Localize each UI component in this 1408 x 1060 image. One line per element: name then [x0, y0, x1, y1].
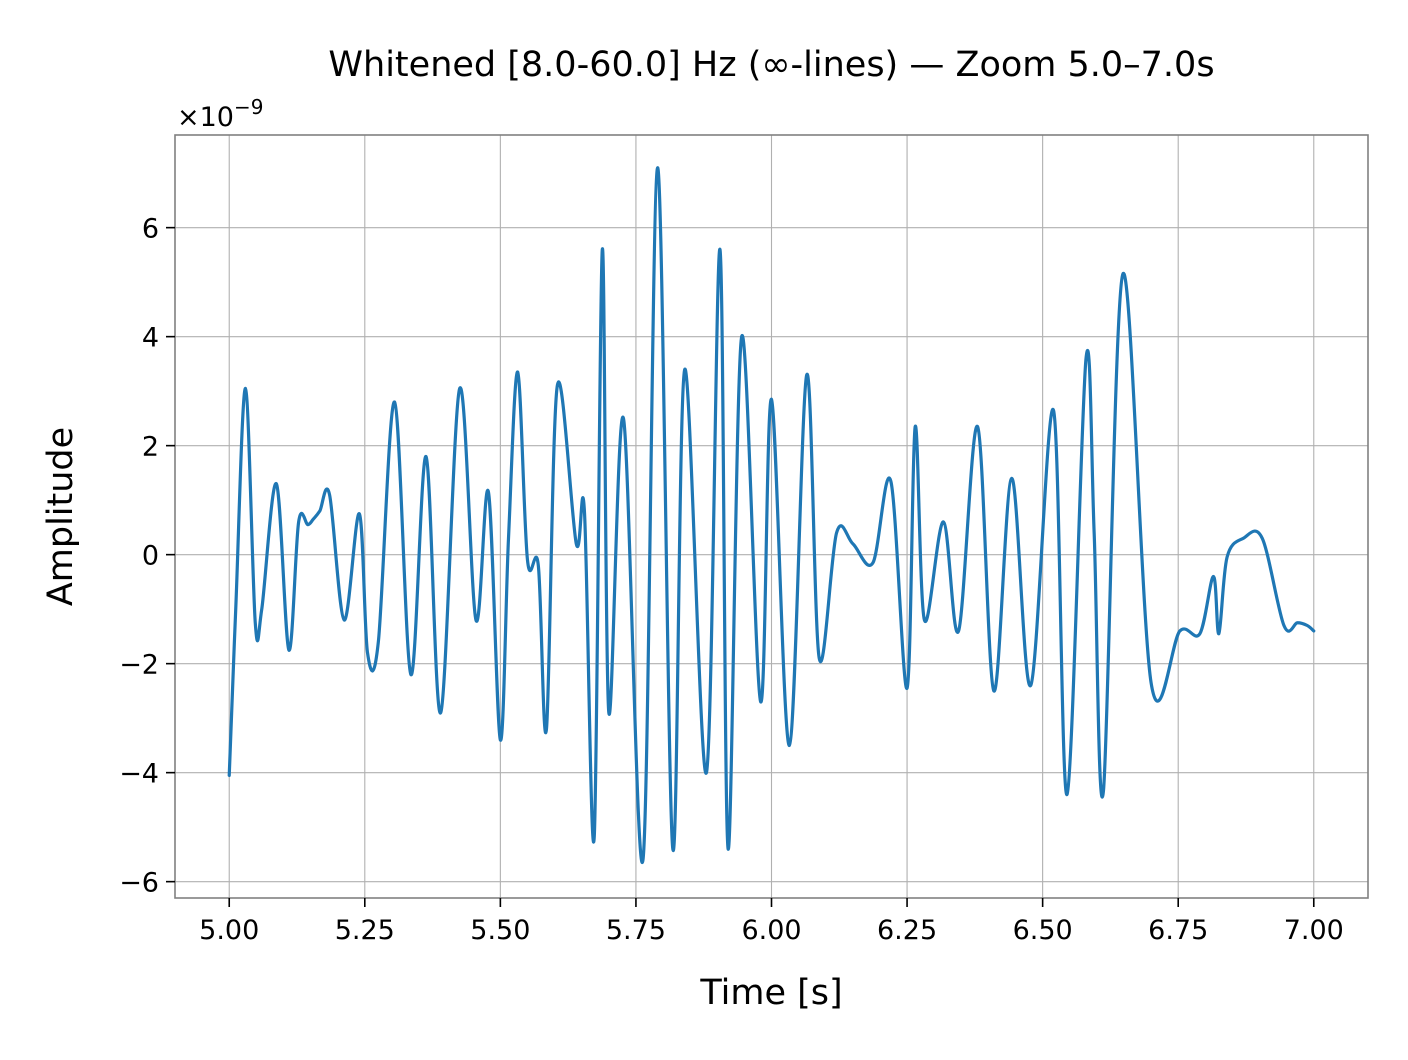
y-tick-label: −6: [119, 868, 159, 899]
x-tick-label: 6.25: [877, 915, 937, 946]
x-tick-label: 6.50: [1013, 915, 1073, 946]
y-tick-label: 6: [142, 214, 159, 245]
y-axis-label: Amplitude: [41, 427, 81, 606]
series-layer: [227, 166, 1316, 865]
x-tick-label: 5.50: [470, 915, 530, 946]
x-axis-label: Time [s]: [699, 973, 842, 1013]
x-tick-label: 6.75: [1148, 915, 1208, 946]
y-tick-label: 0: [142, 541, 159, 572]
x-tick-label: 6.00: [741, 915, 801, 946]
y-tick-label: −4: [119, 759, 159, 790]
x-tick-label: 7.00: [1284, 915, 1344, 946]
x-tick-label: 5.75: [606, 915, 666, 946]
chart-title: Whitened [8.0-60.0] Hz (∞-lines) — Zoom …: [328, 45, 1214, 85]
x-tick-label: 5.25: [335, 915, 395, 946]
y-tick-label: 2: [142, 432, 159, 463]
y-scale-base: ×10: [177, 102, 234, 133]
y-tick-label: −2: [119, 650, 159, 681]
y-tick-label: 4: [142, 323, 159, 354]
x-axis-ticks: 5.00 5.25 5.50 5.75 6.00 6.25 6.50 6.75 7.00: [199, 898, 1344, 946]
series-line: [227, 166, 1316, 865]
y-scale-offset: ×10−9: [177, 95, 263, 133]
x-tick-label: 5.00: [199, 915, 259, 946]
y-scale-exponent: −9: [234, 95, 263, 119]
y-axis-ticks: −6 −4 −2 0 2 4 6: [119, 214, 175, 899]
grid-lines: [175, 135, 1368, 898]
